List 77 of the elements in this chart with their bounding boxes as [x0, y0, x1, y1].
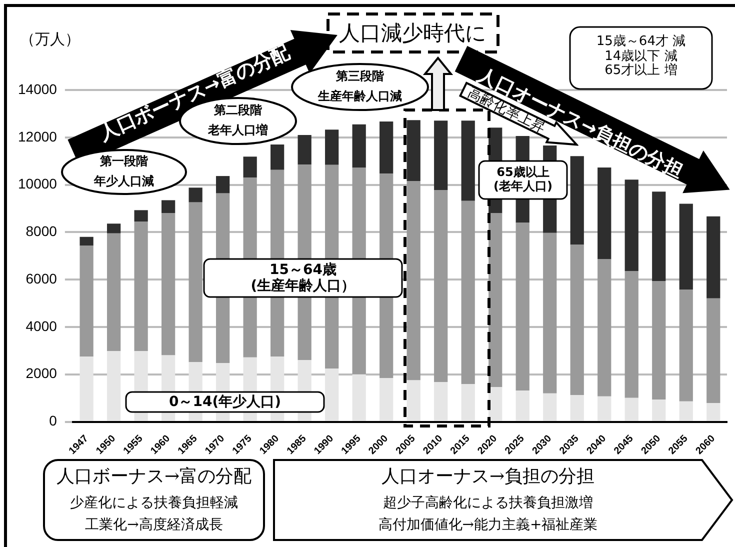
- bar: [188, 202, 202, 362]
- bar: [406, 181, 420, 380]
- bar: [543, 393, 557, 421]
- y-tick-label: 12000: [18, 128, 58, 144]
- bar: [598, 396, 612, 421]
- text: 人口減少時代に: [338, 20, 488, 47]
- bar: [352, 124, 366, 168]
- bar: [570, 244, 584, 396]
- bar: [679, 401, 693, 421]
- bar: [80, 236, 94, 246]
- bar: [298, 135, 312, 165]
- bar: [652, 281, 666, 400]
- y-tick-label: 0: [49, 412, 58, 429]
- bar: [598, 167, 612, 260]
- annotation: 年少人口減: [92, 173, 155, 190]
- bar: [598, 259, 612, 396]
- text: 工業化→高度経済成長: [84, 516, 224, 535]
- bar: [270, 144, 284, 170]
- bar: [706, 216, 720, 298]
- bar: [570, 156, 584, 245]
- bar: [706, 403, 720, 421]
- bar: [488, 213, 502, 388]
- y-tick-label: 10000: [18, 176, 58, 192]
- annotation: 老年人口増: [207, 122, 269, 140]
- bar: [106, 233, 121, 352]
- bar: [624, 180, 638, 272]
- bar: [543, 232, 557, 394]
- text: 少産化による扶養負担軽減: [69, 494, 239, 513]
- bar: [434, 382, 448, 421]
- bar: [461, 384, 475, 421]
- bar: [461, 200, 475, 384]
- text: 第三段階: [336, 69, 384, 84]
- bar: [325, 368, 339, 421]
- bar: [434, 120, 448, 190]
- bar: [406, 380, 420, 421]
- text: 超少子高齢化による扶養負担激増: [382, 494, 594, 513]
- bar: [679, 204, 693, 290]
- bar: [516, 222, 530, 390]
- bar: [461, 120, 475, 201]
- bar: [570, 395, 584, 421]
- bar: [434, 190, 448, 382]
- bar: [162, 212, 176, 356]
- y-tick-label: 2000: [26, 365, 58, 382]
- bar: [380, 378, 394, 421]
- bar: [134, 222, 148, 352]
- bar: [679, 290, 693, 402]
- bar: [624, 398, 638, 421]
- bar: [488, 387, 502, 421]
- y-tick-label: 6000: [26, 270, 58, 286]
- bar: [162, 200, 176, 213]
- y-tick-label: 14000: [18, 80, 58, 97]
- text: 高付加価値化→能力主義+福祉産業: [377, 516, 599, 535]
- bar: [380, 122, 394, 174]
- bar: [325, 130, 339, 165]
- annotation: 第一段階: [99, 153, 149, 170]
- bar: [80, 246, 94, 357]
- bar: [106, 351, 121, 421]
- bar: [80, 356, 94, 421]
- y-tick-label: 8000: [26, 223, 58, 240]
- annotation: 生産年齢人口減: [318, 89, 402, 104]
- bar: [106, 224, 121, 234]
- bar: [216, 176, 230, 194]
- bar: [652, 400, 666, 421]
- bar: [406, 120, 420, 182]
- y-tick-label: 4000: [26, 318, 58, 334]
- bar: [624, 271, 638, 398]
- bar: [706, 298, 720, 404]
- bar: [516, 390, 530, 421]
- annotation: 第二段階: [213, 102, 263, 120]
- bar: [352, 374, 366, 421]
- bar: [652, 192, 666, 282]
- bar: [243, 156, 257, 178]
- bar: [188, 188, 202, 202]
- text: 人口ボーナス→富の分配: [55, 464, 253, 489]
- bar: [134, 210, 148, 222]
- y-axis-title: （万人）: [20, 29, 80, 50]
- text: 人口オーナス→負担の分担: [380, 464, 596, 489]
